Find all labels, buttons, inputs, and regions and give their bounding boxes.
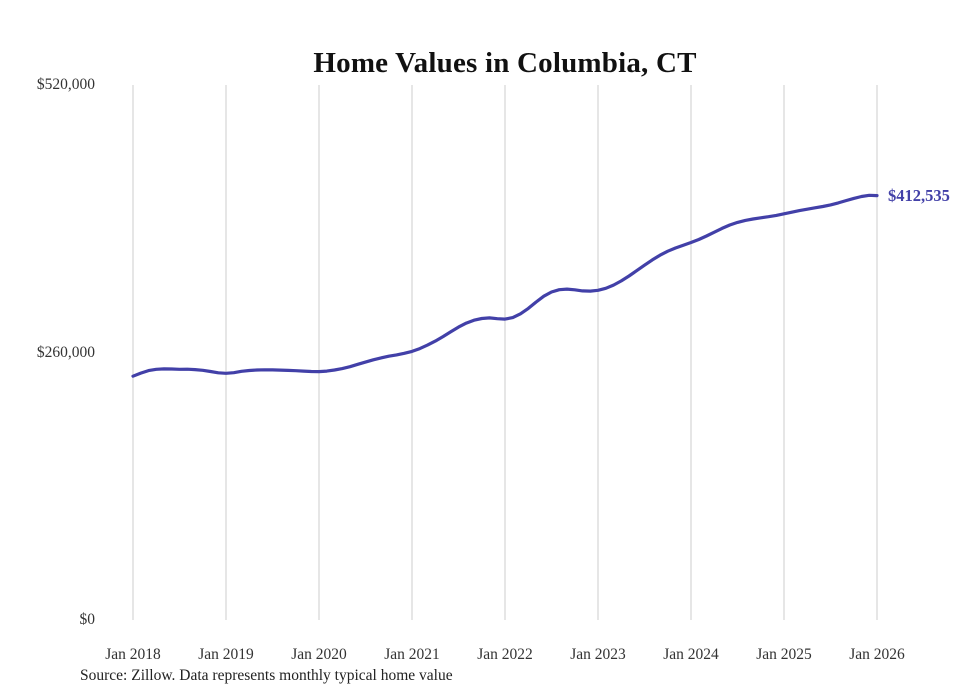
- x-axis-tick-label: Jan 2023: [570, 646, 626, 663]
- x-axis-tick-label: Jan 2026: [849, 646, 905, 663]
- current-value-label: $412,535: [888, 185, 950, 205]
- x-axis-tick-label: Jan 2024: [663, 646, 719, 663]
- y-axis-tick-label: $520,000: [36, 76, 95, 93]
- x-axis-tick-label: Jan 2021: [384, 646, 440, 663]
- x-axis-tick-label: Jan 2025: [756, 646, 812, 663]
- chart-title: Home Values in Columbia, CT: [313, 47, 697, 80]
- x-axis-tick-label: Jan 2019: [198, 646, 254, 663]
- x-axis-tick-label: Jan 2020: [291, 646, 347, 663]
- home-value-line: [131, 193, 879, 378]
- source-note: Source: Zillow. Data represents monthly …: [80, 667, 453, 684]
- x-axis-tick-label: Jan 2018: [105, 646, 161, 663]
- y-axis-tick-label: $260,000: [36, 343, 95, 361]
- x-axis-tick-label: Jan 2022: [477, 646, 533, 663]
- y-axis-tick-label: $0: [79, 611, 96, 628]
